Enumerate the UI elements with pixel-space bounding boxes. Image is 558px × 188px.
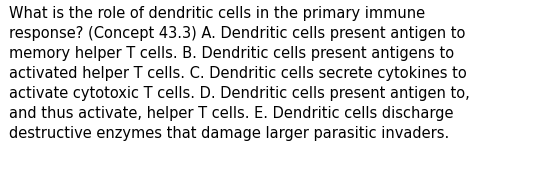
Text: What is the role of dendritic cells in the primary immune
response? (Concept 43.: What is the role of dendritic cells in t… bbox=[9, 6, 470, 141]
